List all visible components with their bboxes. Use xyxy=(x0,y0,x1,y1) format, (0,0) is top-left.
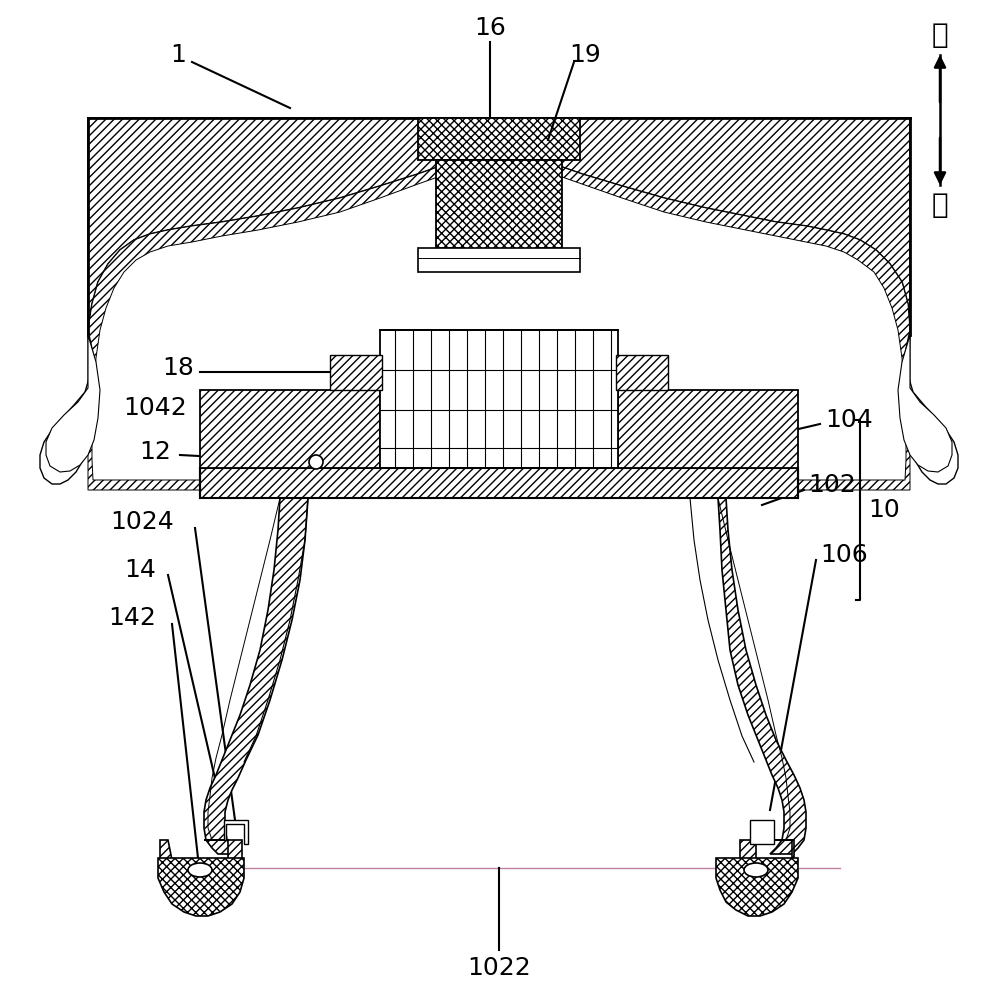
Polygon shape xyxy=(510,138,910,490)
Text: 上: 上 xyxy=(932,21,948,49)
Text: 19: 19 xyxy=(569,43,601,67)
Polygon shape xyxy=(160,840,242,912)
Text: 10: 10 xyxy=(868,498,900,522)
Text: 106: 106 xyxy=(820,543,867,567)
Polygon shape xyxy=(510,118,910,330)
Polygon shape xyxy=(330,355,382,390)
Text: 18: 18 xyxy=(162,356,194,380)
Polygon shape xyxy=(200,468,798,498)
Polygon shape xyxy=(200,498,308,854)
Text: 14: 14 xyxy=(124,558,156,582)
Polygon shape xyxy=(40,330,96,484)
Polygon shape xyxy=(740,840,794,898)
Polygon shape xyxy=(750,820,774,844)
Ellipse shape xyxy=(188,863,212,877)
Polygon shape xyxy=(690,498,806,854)
Polygon shape xyxy=(436,160,562,258)
Ellipse shape xyxy=(744,863,768,877)
Polygon shape xyxy=(418,118,580,160)
Text: 142: 142 xyxy=(108,606,156,630)
Polygon shape xyxy=(88,118,490,330)
Polygon shape xyxy=(618,390,798,468)
Text: 102: 102 xyxy=(808,473,855,497)
Polygon shape xyxy=(616,355,668,390)
Polygon shape xyxy=(902,330,958,484)
Text: 16: 16 xyxy=(474,16,506,40)
Polygon shape xyxy=(158,858,244,916)
Polygon shape xyxy=(46,335,100,472)
Text: 下: 下 xyxy=(932,191,948,219)
Text: 104: 104 xyxy=(825,408,872,432)
Text: 1042: 1042 xyxy=(123,396,187,420)
Polygon shape xyxy=(716,858,798,916)
Polygon shape xyxy=(200,390,380,468)
Polygon shape xyxy=(418,248,580,272)
Polygon shape xyxy=(224,820,248,844)
Polygon shape xyxy=(380,330,618,468)
Text: 1022: 1022 xyxy=(467,956,531,980)
Text: 12: 12 xyxy=(139,440,171,464)
Text: 1024: 1024 xyxy=(110,510,174,534)
Polygon shape xyxy=(898,335,952,472)
Polygon shape xyxy=(88,138,490,490)
Text: 1: 1 xyxy=(170,43,186,67)
Circle shape xyxy=(309,455,323,469)
